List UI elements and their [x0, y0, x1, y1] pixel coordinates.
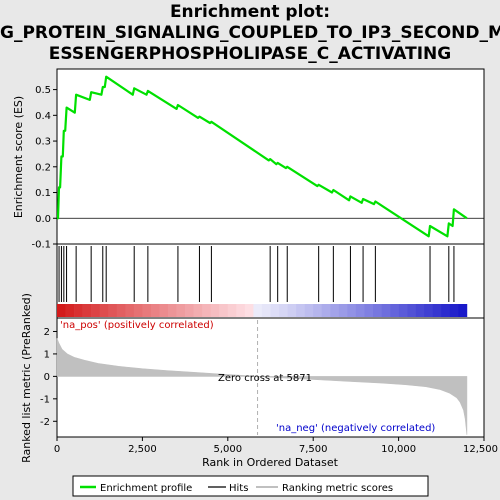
legend-enrichment-label: Enrichment profile: [100, 483, 192, 494]
x-tick-label: 12,500: [463, 444, 498, 455]
x-tick-label: 2,500: [128, 444, 157, 455]
es-y-tick-label: -0.1: [31, 240, 51, 251]
color-bar-segment: [236, 304, 246, 317]
x-axis-label: Rank in Ordered Dataset: [202, 456, 339, 469]
color-bar-segment: [57, 304, 66, 317]
color-bar-segment: [159, 304, 169, 317]
color-bar-segment: [390, 304, 399, 317]
x-tick-label: 5,000: [213, 444, 242, 455]
zero-cross-label: Zero cross at 5871: [218, 373, 312, 384]
color-bar-segment: [253, 304, 263, 317]
es-y-tick-label: 0.5: [35, 85, 51, 96]
color-bar-segment: [458, 304, 468, 317]
es-y-axis: -0.1 0.0 0.1 0.2 0.3 0.4 0.5: [31, 85, 57, 251]
color-bar-segment: [168, 304, 177, 317]
color-bar-segment: [279, 304, 288, 317]
title-line-2: G_PROTEIN_SIGNALING_COUPLED_TO_IP3_SECON…: [0, 23, 500, 43]
color-bar-segment: [74, 304, 83, 317]
color-bar-segment: [202, 304, 212, 317]
color-bar-segment: [415, 304, 425, 317]
color-bar-segment: [150, 304, 160, 317]
color-bar-segment: [355, 304, 365, 317]
rank-y-tick-label: 1: [44, 349, 50, 360]
color-bar-segment: [449, 304, 459, 317]
color-bar-segment: [261, 304, 271, 317]
color-bar-segment: [407, 304, 416, 317]
color-bar-segment: [287, 304, 297, 317]
color-bar-segment: [296, 304, 305, 317]
color-bar-segment: [372, 304, 382, 317]
rank-x-axis: 0 2,500 5,000 7,500 10,000 12,500: [54, 437, 498, 455]
chart-title: Enrichment plot: G_PROTEIN_SIGNALING_COU…: [0, 2, 500, 65]
pos-label: 'na_pos' (positively correlated): [60, 320, 214, 331]
ranking-metric-area: [56, 338, 468, 435]
rank-y-tick-label: -2: [40, 417, 50, 428]
color-bar-segment: [441, 304, 451, 317]
color-bar-segment: [176, 304, 186, 317]
legend-hits-label: Hits: [229, 483, 248, 494]
color-bar-segment: [65, 304, 75, 317]
color-bar-segment: [398, 304, 408, 317]
color-bar-segment: [364, 304, 374, 317]
color-bar-segment: [304, 304, 314, 317]
color-bar-segment: [82, 304, 92, 317]
color-bar-segment: [185, 304, 194, 317]
color-bar-segment: [142, 304, 152, 317]
color-bar-segment: [133, 304, 143, 317]
color-bar-segment: [347, 304, 357, 317]
enrichment-profile-group: [56, 75, 468, 238]
color-bar-segment: [91, 304, 100, 317]
color-bar-segment: [330, 304, 340, 317]
es-y-tick-label: 0.3: [35, 137, 51, 148]
enrichment-profile-line: [56, 75, 468, 238]
legend-ranking-label: Ranking metric scores: [282, 483, 393, 494]
color-bar-segment: [125, 304, 135, 317]
x-tick-label: 10,000: [381, 444, 416, 455]
color-bar-segment: [338, 304, 348, 317]
color-bar-segment: [321, 304, 331, 317]
color-bar-segment: [227, 304, 237, 317]
color-bar-segment: [381, 304, 391, 317]
color-bar-segment: [270, 304, 280, 317]
es-panel: [56, 68, 485, 245]
color-bar-segment: [193, 304, 203, 317]
es-y-tick-label: 0.4: [35, 111, 51, 122]
es-y-tick-label: 0.2: [35, 162, 51, 173]
es-y-label: Enrichment score (ES): [12, 96, 25, 218]
color-bar-segment: [244, 304, 254, 317]
color-bar-segment: [116, 304, 126, 317]
rank-y-label: Ranked list metric (PreRanked): [20, 293, 33, 463]
legend-box: [72, 475, 429, 497]
title-line-1: Enrichment plot:: [169, 2, 331, 22]
x-tick-label: 7,500: [299, 444, 328, 455]
color-bar-segment: [210, 304, 220, 317]
color-bar: [57, 304, 468, 317]
color-bar-segment: [424, 304, 434, 317]
color-bar-segment: [432, 304, 442, 317]
hits-group: [58, 246, 455, 302]
color-bar-segment: [99, 304, 109, 317]
rank-y-tick-label: 2: [44, 327, 50, 338]
neg-label: 'na_neg' (negatively correlated): [276, 423, 435, 434]
rank-y-tick-label: -1: [40, 394, 50, 405]
rank-y-axis: -2 -1 0 1 2: [40, 327, 57, 428]
ranking-metric-group: [56, 320, 468, 435]
color-bar-segment: [219, 304, 229, 317]
color-bar-segment: [313, 304, 323, 317]
es-y-tick-label: 0.0: [35, 214, 51, 225]
es-y-tick-label: 0.1: [35, 188, 51, 199]
title-line-3: ESSENGERPHOSPHOLIPASE_C_ACTIVATING: [48, 44, 452, 64]
color-bar-segment: [108, 304, 118, 317]
rank-y-tick-label: 0: [44, 372, 50, 383]
x-tick-label: 0: [54, 444, 60, 455]
